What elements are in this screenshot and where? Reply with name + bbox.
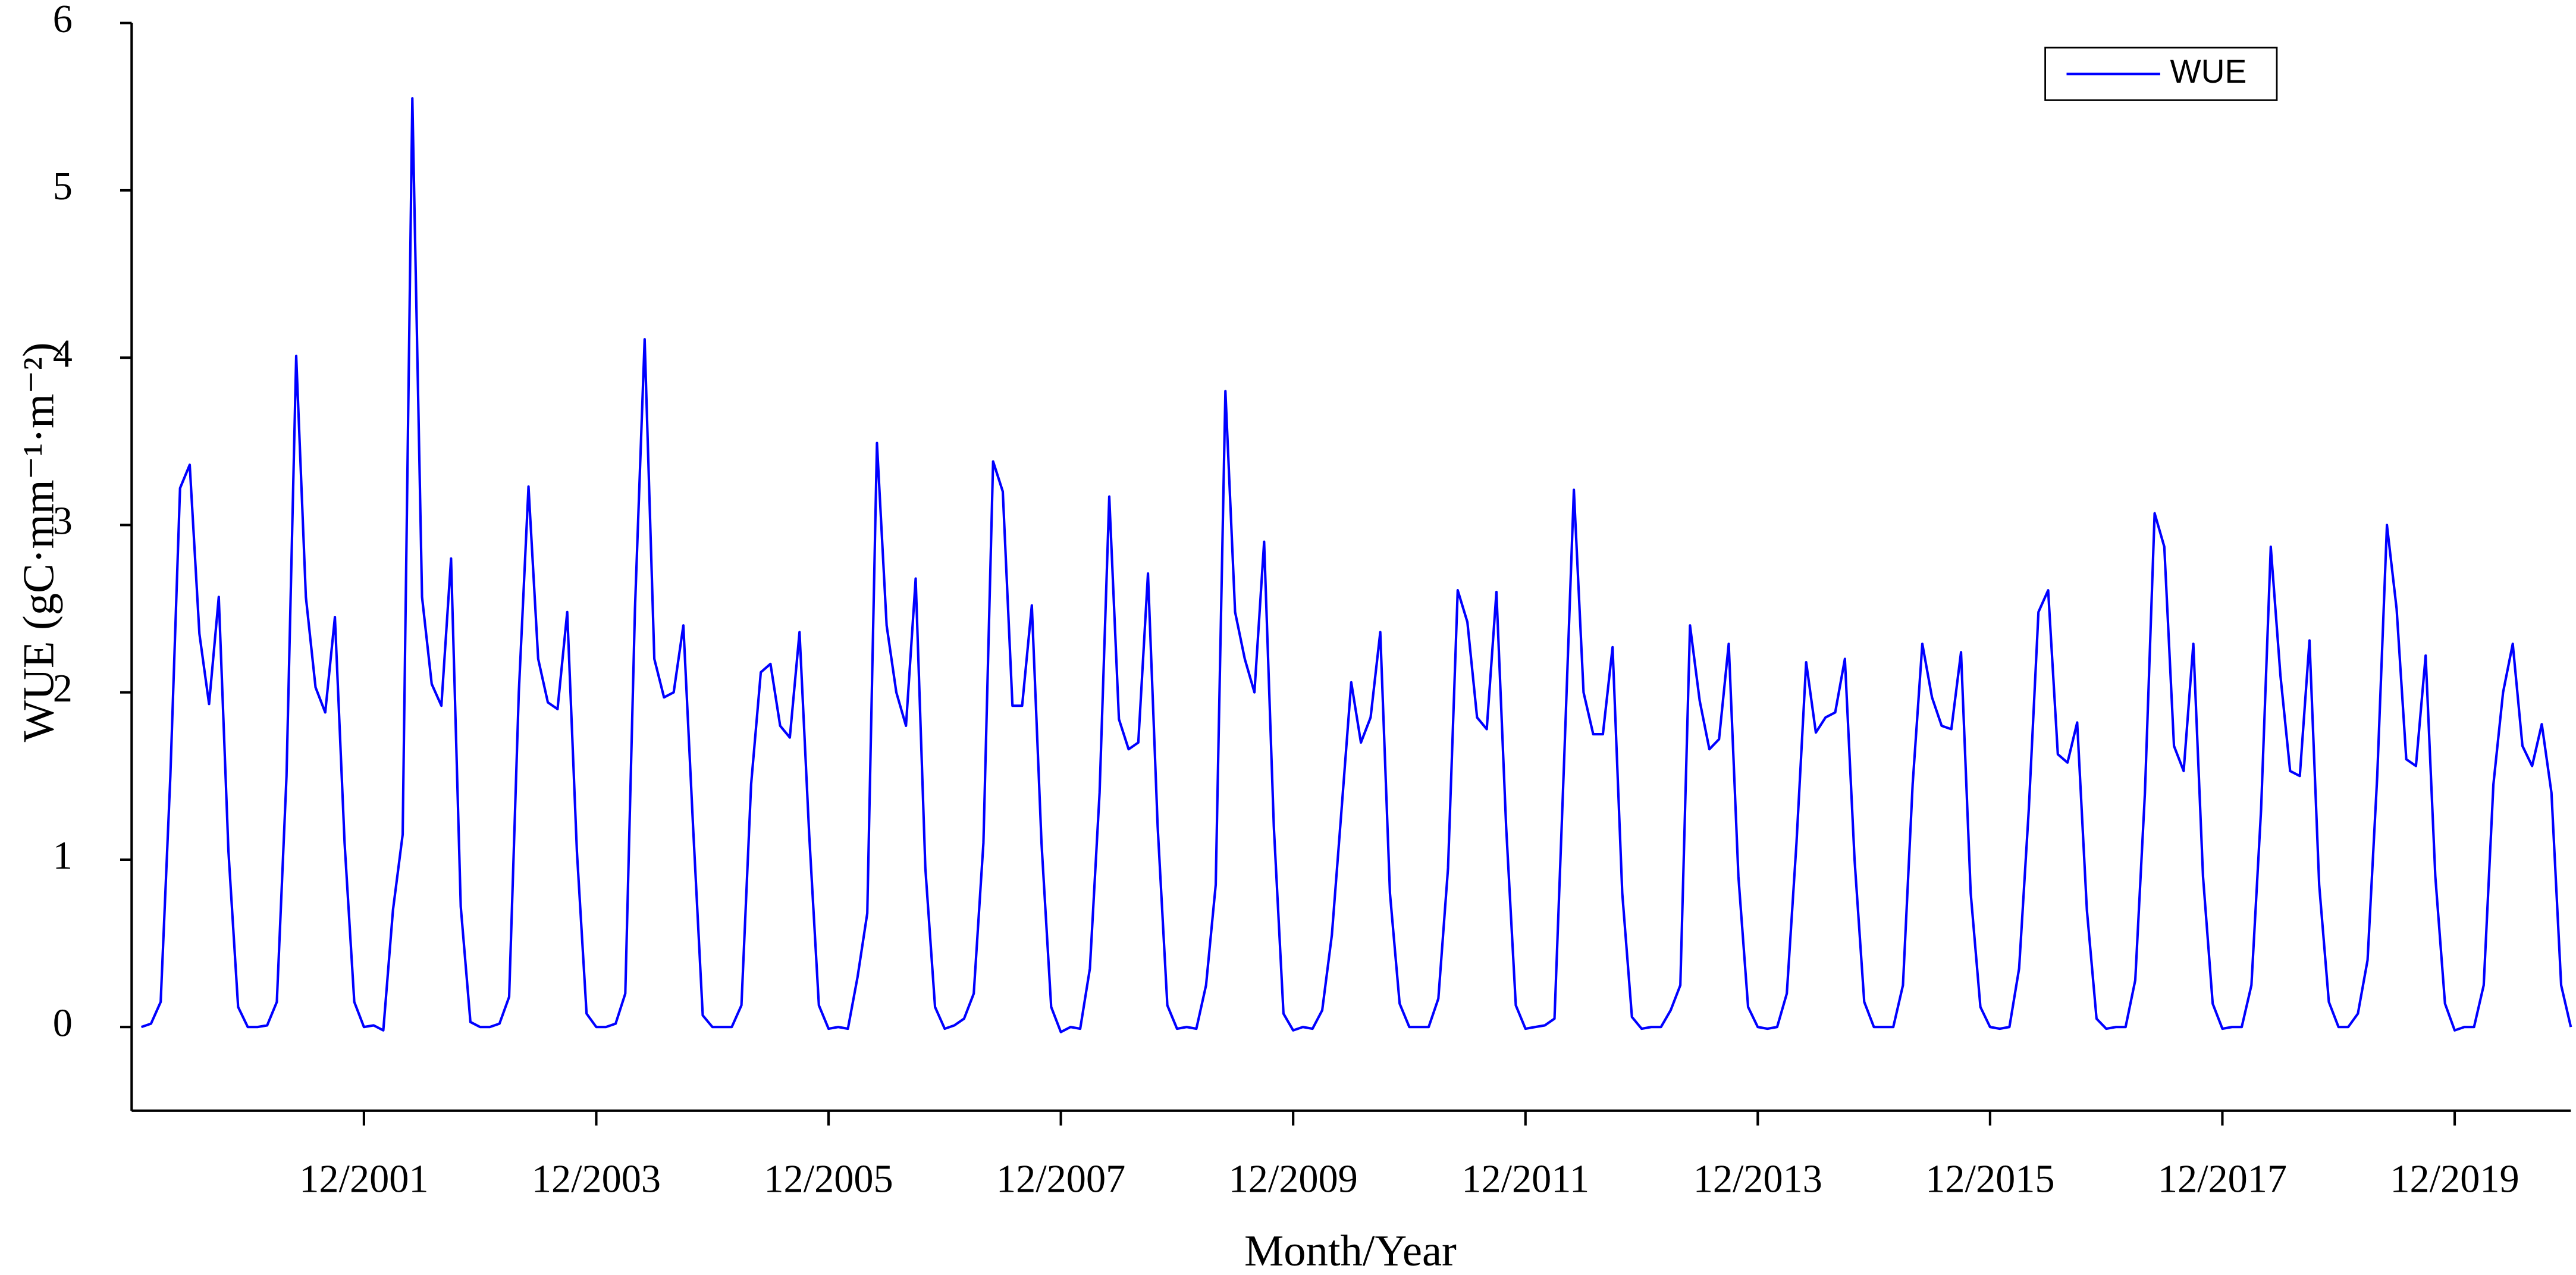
- x-axis-title: Month/Year: [1244, 1227, 1457, 1275]
- y-tick-label: 3: [53, 500, 73, 543]
- x-tick-label: 12/2007: [996, 1158, 1125, 1201]
- x-tick-label: 12/2001: [299, 1158, 428, 1201]
- y-tick-label: 6: [53, 0, 73, 41]
- legend-label: WUE: [2170, 53, 2246, 90]
- y-axis-title: WUE (gC·mm⁻¹·m⁻²): [14, 342, 63, 742]
- y-tick-label: 4: [53, 332, 73, 375]
- y-tick-label: 2: [53, 667, 73, 710]
- x-tick-label: 12/2013: [1693, 1158, 1822, 1201]
- x-tick-label: 12/2003: [532, 1158, 661, 1201]
- data-line: [140, 97, 2572, 1033]
- y-tick-label: 0: [53, 1001, 73, 1045]
- x-tick-label: 12/2019: [2390, 1158, 2519, 1201]
- x-tick-label: 12/2009: [1229, 1158, 1358, 1201]
- x-tick-label: 12/2017: [2158, 1158, 2287, 1201]
- x-tick-label: 12/2005: [764, 1158, 893, 1201]
- y-tick-label: 5: [53, 165, 73, 208]
- x-tick-label: 12/2011: [1461, 1158, 1589, 1201]
- y-tick-label: 1: [53, 834, 73, 878]
- x-tick-label: 12/2015: [1925, 1158, 2054, 1201]
